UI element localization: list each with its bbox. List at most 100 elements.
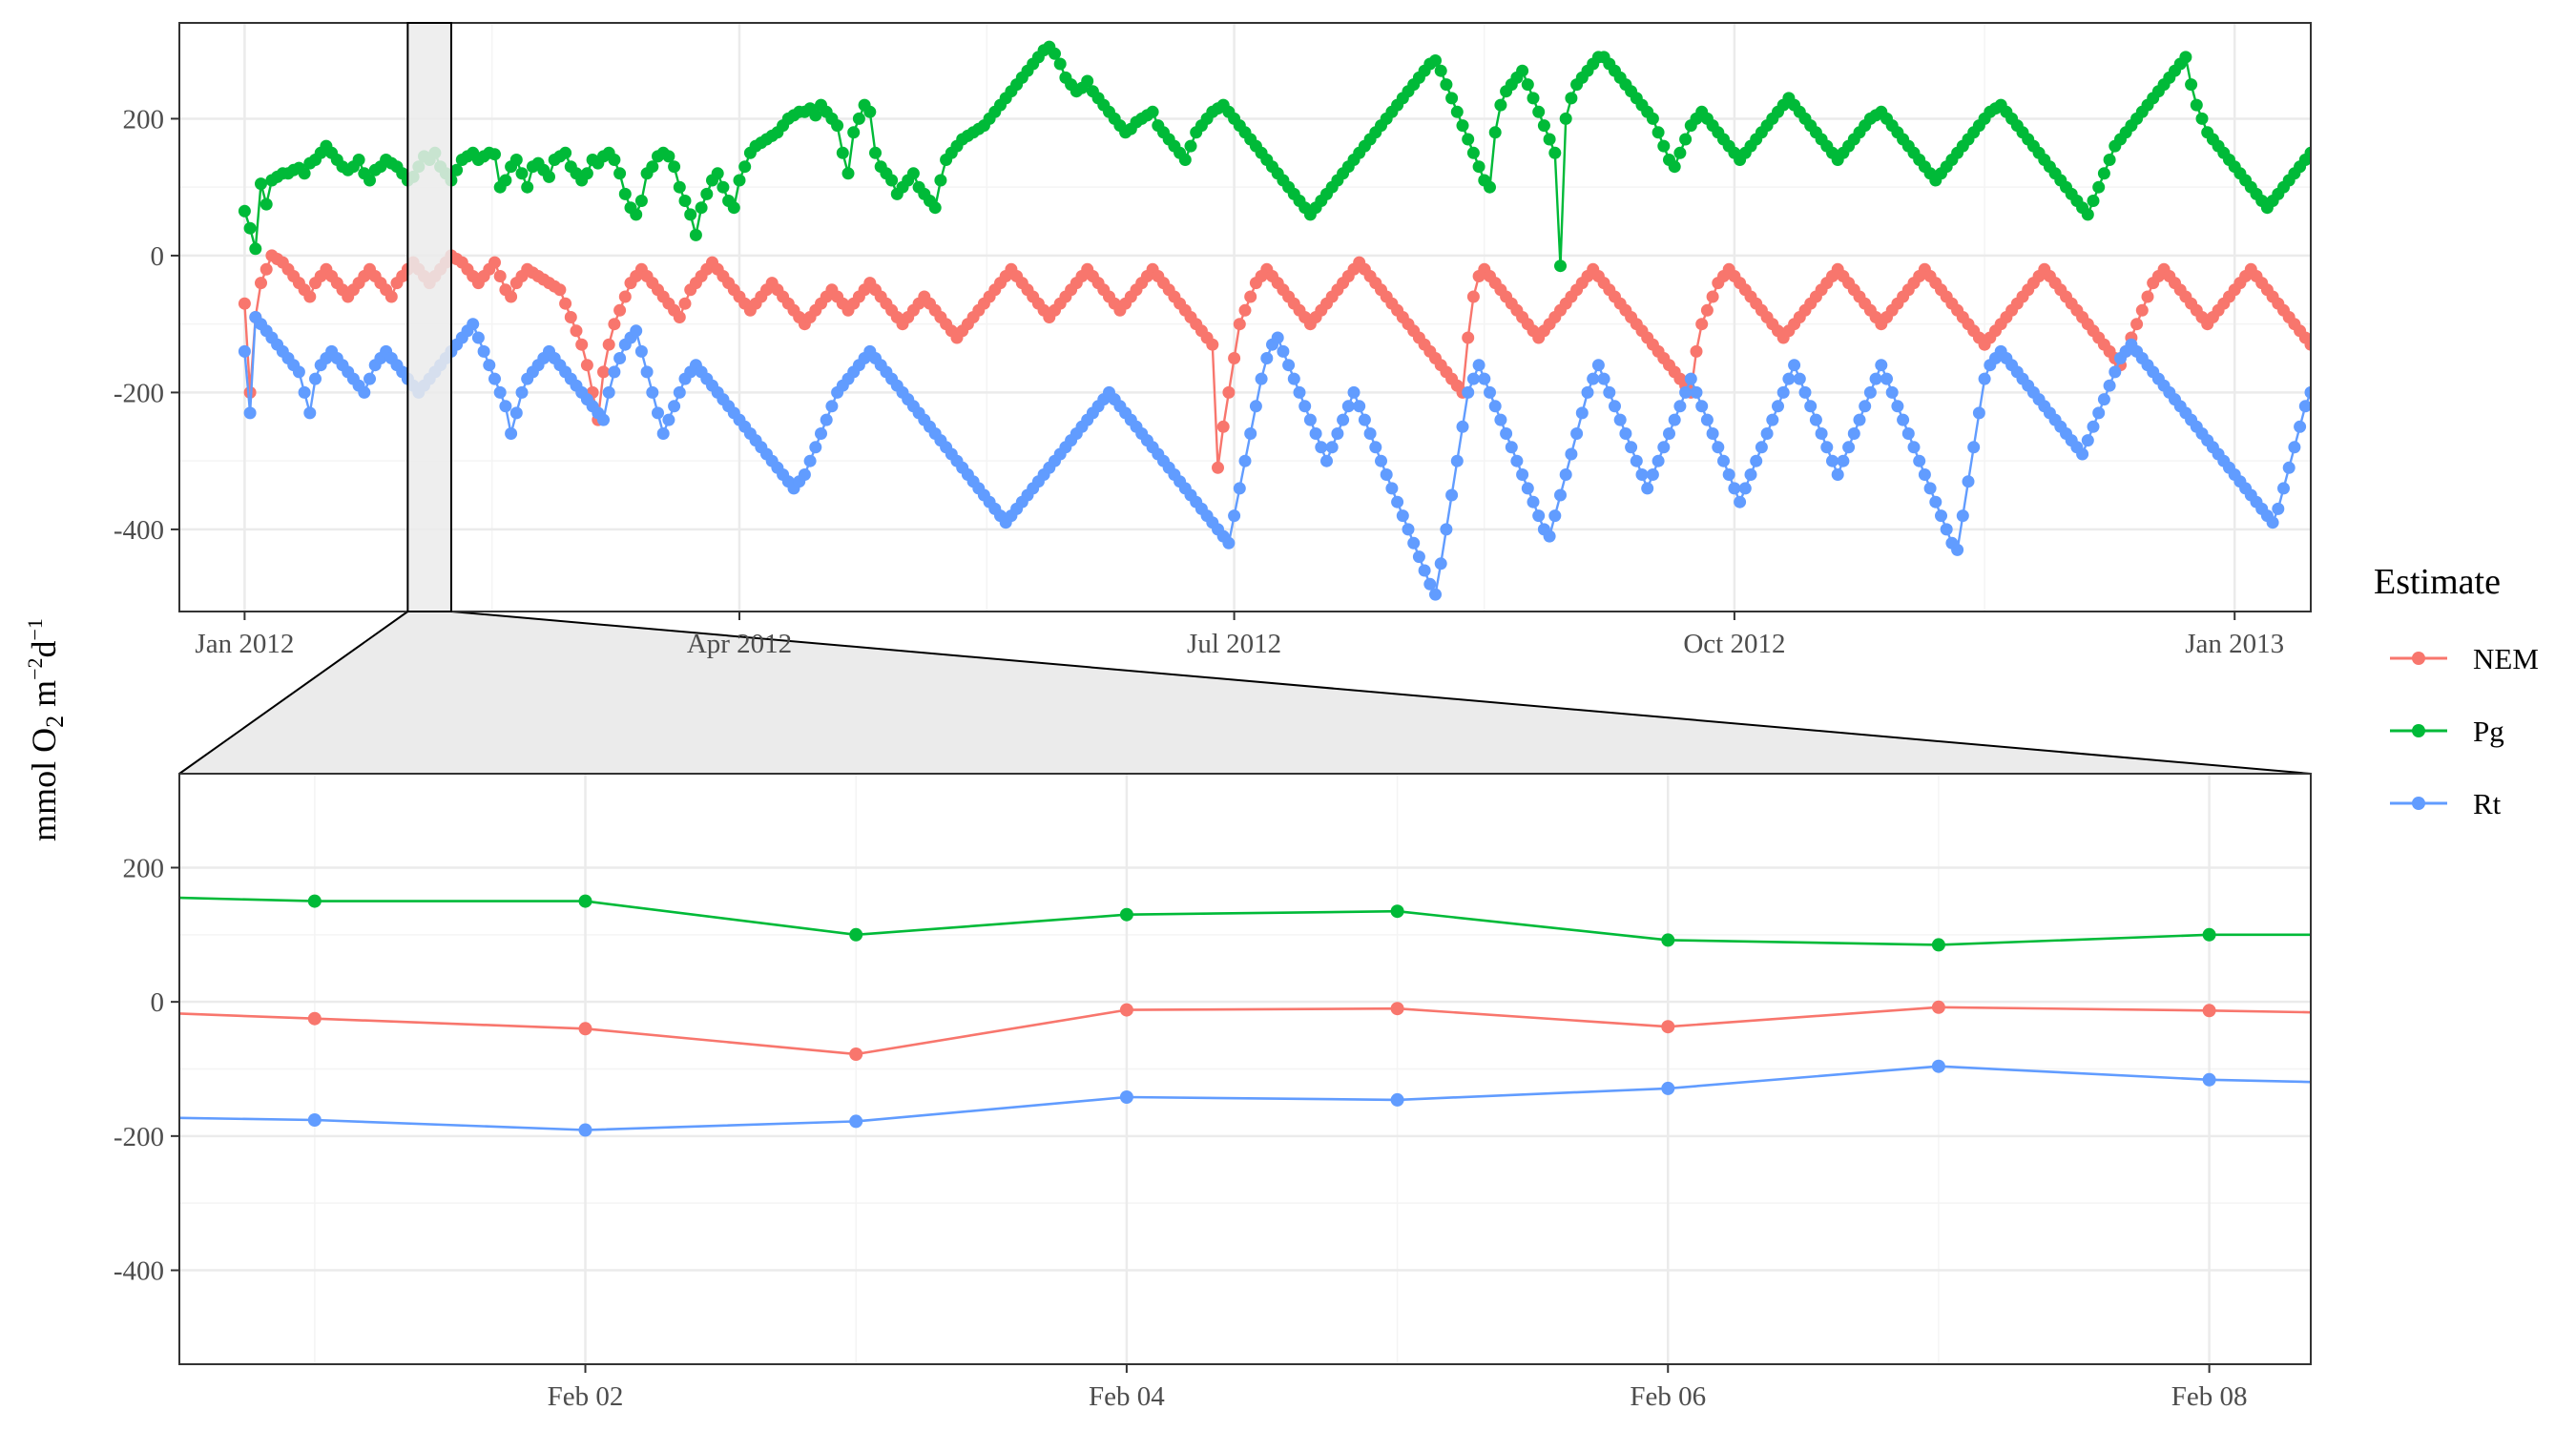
overview-point-pg (1429, 54, 1442, 67)
overview-point-pg (2544, 188, 2556, 200)
overview-point-pg (2549, 181, 2562, 194)
overview-point-rt (1293, 385, 1306, 399)
overview-point-rt (652, 406, 664, 420)
overview-point-pg (2342, 188, 2355, 200)
zoom-point-nem (1931, 1000, 1945, 1014)
overview-point-pg (2337, 181, 2350, 194)
overview-point-nem (2549, 298, 2562, 310)
overview-point-rt (1951, 543, 1964, 556)
overview-point-nem (1706, 290, 1719, 303)
overview-point-nem (2342, 386, 2355, 399)
overview-point-rt (1271, 331, 1284, 344)
zoom-point-rt (849, 1114, 863, 1129)
overview-point-rt (1734, 495, 1747, 508)
overview-point-nem (2527, 311, 2540, 323)
overview-point-rt (2402, 427, 2415, 440)
zoom-series-layer (179, 894, 2486, 1137)
overview-point-pg (2097, 167, 2110, 180)
overview-point-rt (1880, 372, 1893, 385)
y-axis-title-tail1: m (25, 680, 63, 716)
overview-point-pg (809, 109, 822, 122)
overview-point-pg (2321, 160, 2334, 173)
overview-x-tick-label: Jan 2013 (2185, 629, 2284, 659)
overview-point-rt (1277, 344, 1290, 358)
overview-x-tick-label: Oct 2012 (1683, 629, 1785, 659)
overview-point-nem (2386, 257, 2399, 269)
overview-point-rt (2081, 434, 2094, 447)
y-axis-title-sub: 2 (41, 716, 69, 728)
zoom-point-rt (1931, 1059, 1945, 1073)
overview-point-rt (656, 427, 670, 440)
overview-point-rt (1907, 441, 1921, 454)
overview-point-rt (597, 413, 610, 426)
zoom-point-nem (849, 1047, 863, 1061)
zoom-x-tick-label: Feb 02 (548, 1381, 624, 1412)
overview-point-pg (2402, 113, 2415, 125)
overview-point-rt (646, 385, 659, 399)
overview-point-rt (1641, 482, 1654, 495)
overview-point-pg (2468, 167, 2481, 179)
overview-point-pg (2326, 167, 2338, 179)
overview-point-pg (1434, 64, 1447, 77)
zoom-point-rt (2202, 1072, 2216, 1087)
overview-point-rt (1962, 475, 1975, 488)
zoom-point-rt (578, 1123, 592, 1137)
overview-point-rt (1412, 550, 1425, 564)
overview-point-rt (2539, 393, 2551, 405)
overview-point-rt (1407, 536, 1421, 550)
overview-point-rt (1429, 588, 1442, 601)
overview-point-pg (2489, 99, 2502, 112)
overview-point-pg (521, 180, 534, 194)
overview-point-rt (1396, 509, 1409, 523)
overview-point-rt (1527, 495, 1540, 508)
overview-point-rt (1646, 468, 1659, 481)
overview-point-pg (673, 180, 686, 194)
overview-point-pg (695, 201, 708, 215)
overview-point-pg (1673, 146, 1687, 159)
overview-point-rt (2462, 298, 2475, 310)
overview-point-nem (2380, 249, 2393, 261)
y-axis-title-tail2: d (25, 640, 63, 657)
overview-x-tick-label: Jul 2012 (1187, 629, 1281, 659)
overview-point-nem (2354, 352, 2366, 364)
overview-point-pg (2179, 51, 2192, 64)
overview-point-rt (1788, 359, 1801, 372)
overview-point-rt (2560, 421, 2572, 433)
overview-point-rt (1842, 441, 1856, 454)
overview-point-rt (1782, 372, 1796, 385)
overview-point-rt (1222, 536, 1236, 550)
overview-point-rt (1353, 400, 1366, 413)
zoom-point-rt (1119, 1090, 1133, 1104)
overview-point-pg (2511, 119, 2524, 132)
overview-point-nem (2424, 304, 2437, 317)
zoom-x-tick-label: Feb 04 (1089, 1381, 1165, 1412)
overview-point-rt (1776, 385, 1790, 399)
overview-point-rt (477, 344, 490, 358)
overview-point-pg (2304, 146, 2311, 159)
overview-point-nem (2441, 311, 2453, 323)
overview-point-pg (831, 119, 844, 133)
overview-point-rt (292, 365, 305, 379)
zoom-point-nem (2473, 1008, 2486, 1022)
overview-point-rt (809, 441, 822, 454)
overview-point-pg (2560, 167, 2572, 179)
overview-point-nem (2517, 298, 2529, 310)
overview-point-nem (1690, 344, 1703, 358)
overview-point-rt (1516, 468, 1529, 481)
overview-point-rt (1853, 413, 1866, 426)
overview-point-rt (1255, 372, 1268, 385)
overview-point-pg (2566, 160, 2576, 173)
overview-point-pg (711, 167, 724, 180)
overview-point-rt (2544, 400, 2556, 412)
overview-point-rt (1901, 427, 1915, 440)
zoom-y-tick-label: 0 (151, 987, 165, 1018)
overview-point-rt (2533, 386, 2545, 399)
overview-point-nem (2435, 318, 2447, 330)
overview-point-rt (1315, 441, 1328, 454)
overview-point-rt (364, 372, 376, 385)
overview-point-pg (738, 160, 752, 174)
overview-point-rt (2354, 365, 2366, 378)
overview-point-rt (1967, 441, 1981, 454)
